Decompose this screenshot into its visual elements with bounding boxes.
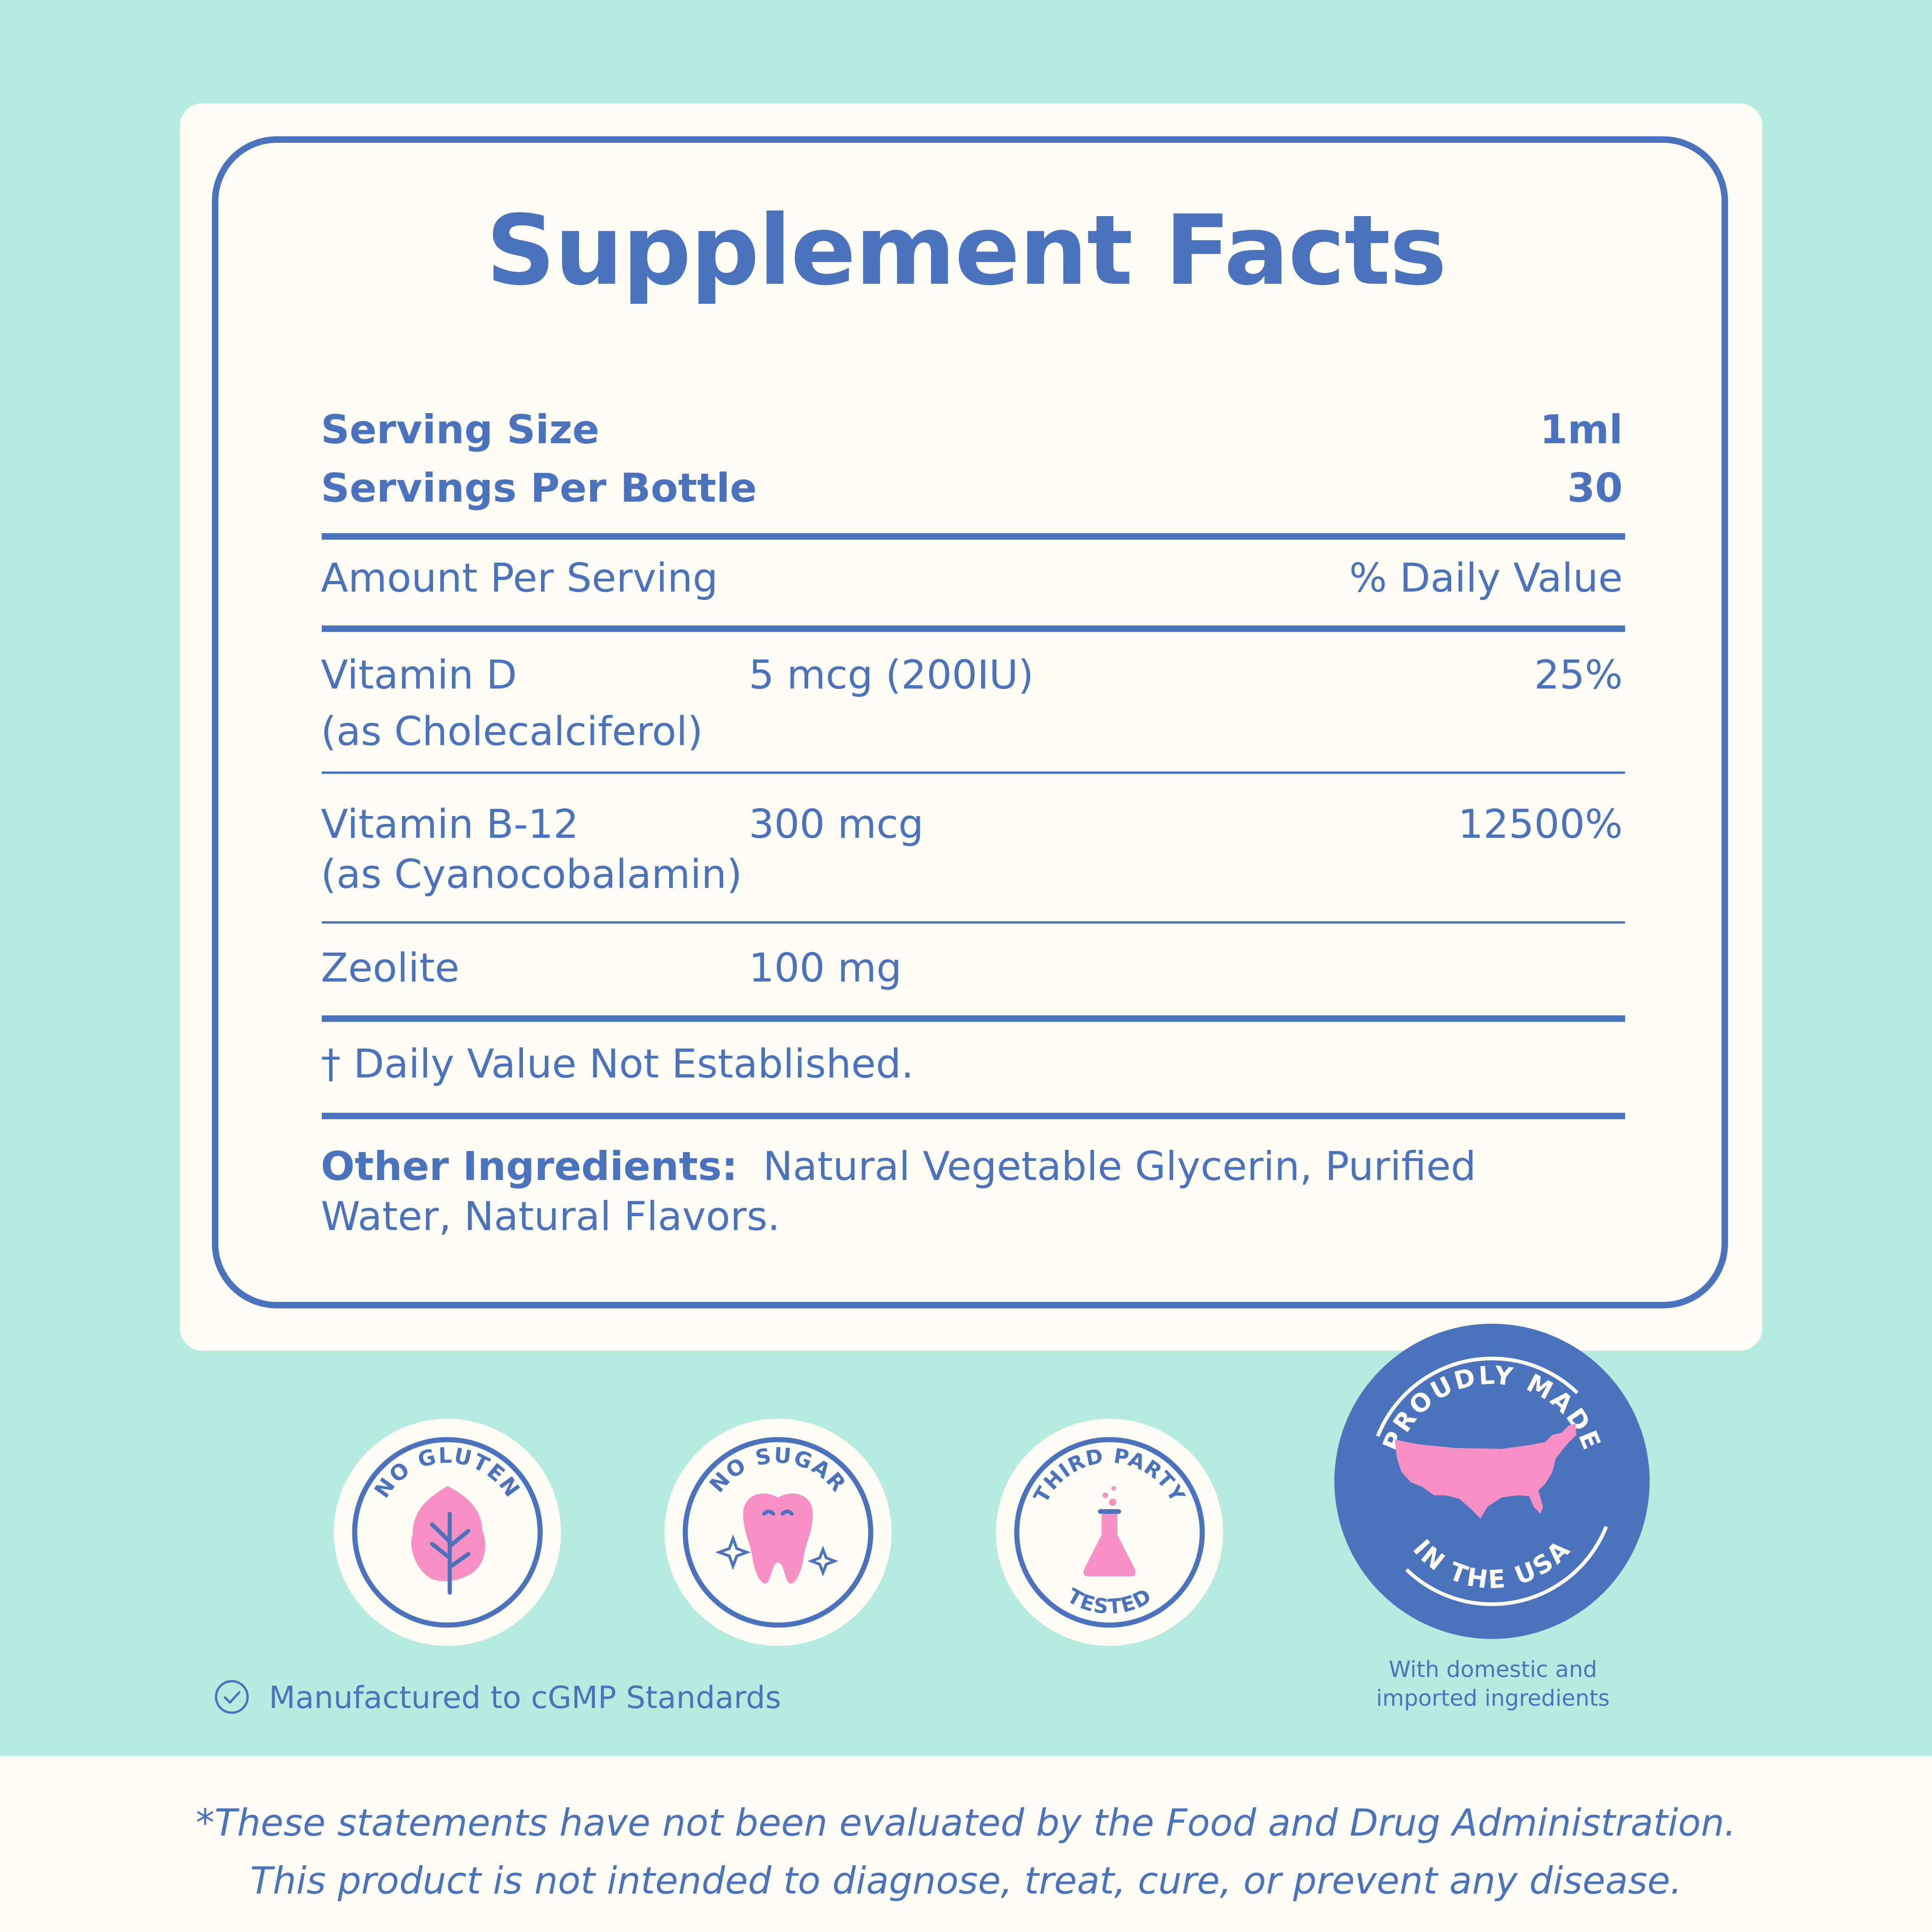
divider [322,1015,1625,1022]
svg-text:TESTED: TESTED [1063,1584,1156,1619]
no-sugar-badge: NO SUGAR [664,1419,892,1646]
svg-text:THIRD PARTY: THIRD PARTY [1029,1444,1190,1507]
servings-per-bottle-value: 30 [1567,465,1623,511]
tooth-icon [715,1493,839,1584]
third-party-tested-badge: THIRD PARTY TESTED [996,1419,1223,1646]
nutrient-source: (as Cholecalciferol) [321,708,703,755]
nutrient-amount: 300 mcg [749,801,924,848]
divider [322,625,1625,632]
nutrient-name: Vitamin B-12 [321,801,579,848]
daily-value-header: % Daily Value [1349,555,1623,601]
nutrient-name: Zeolite [321,945,459,991]
serving-size-label: Serving Size [321,407,599,453]
no-gluten-badge: NO GLUTEN [334,1419,561,1646]
tested-text: TESTED [1063,1584,1155,1619]
nutrient-source: (as Cyanocobalamin) [321,851,742,898]
third-party-text: THIRD PARTY [1029,1444,1189,1507]
divider [322,533,1625,540]
no-sugar-text: NO SUGAR [704,1442,850,1497]
disclaimer-line2: This product is not intended to diagnose… [250,1859,1682,1902]
other-ingredients-text: Natural Vegetable Glycerin, Purified [763,1143,1476,1190]
serving-size-value: 1ml [1540,407,1623,453]
amount-per-serving-header: Amount Per Serving [321,555,718,601]
servings-per-bottle-label: Servings Per Bottle [321,465,757,511]
divider [322,1113,1625,1119]
other-ingredients-line1: Other Ingredients: Natural Vegetable Gly… [321,1143,1476,1190]
other-ingredients-label: Other Ingredients: [321,1143,738,1190]
facts-card [180,103,1762,1351]
disclaimer-line1: *These statements have not been evaluate… [196,1801,1736,1844]
nutrient-amount: 100 mg [749,945,902,991]
other-ingredients-line2: Water, Natural Flavors. [321,1193,780,1240]
page-title: Supplement Facts [486,195,1447,307]
flask-icon [1083,1486,1136,1576]
nutrient-amount: 5 mcg (200IU) [749,652,1034,698]
cgmp-text: Manufactured to cGMP Standards [269,1680,781,1715]
nutrient-daily-value: 12500% [1458,801,1623,848]
svg-text:NO SUGAR: NO SUGAR [704,1442,852,1497]
nutrient-daily-value: 25% [1534,652,1623,698]
made-in-usa-badge: PROUDLY MADE IN THE USA [1334,1324,1650,1639]
divider [322,921,1625,924]
facts-panel [212,136,1728,1308]
check-circle-icon [215,1680,249,1714]
footer [0,1756,1932,1932]
divider [322,772,1625,774]
usa-note-line1: With domestic and [1389,1657,1597,1683]
nutrient-name: Vitamin D [321,652,517,698]
usa-note-line2: imported ingredients [1376,1685,1610,1711]
usa-map-icon [1395,1423,1576,1518]
leaf-icon [411,1486,485,1595]
daily-value-note: † Daily Value Not Established. [321,1041,914,1087]
